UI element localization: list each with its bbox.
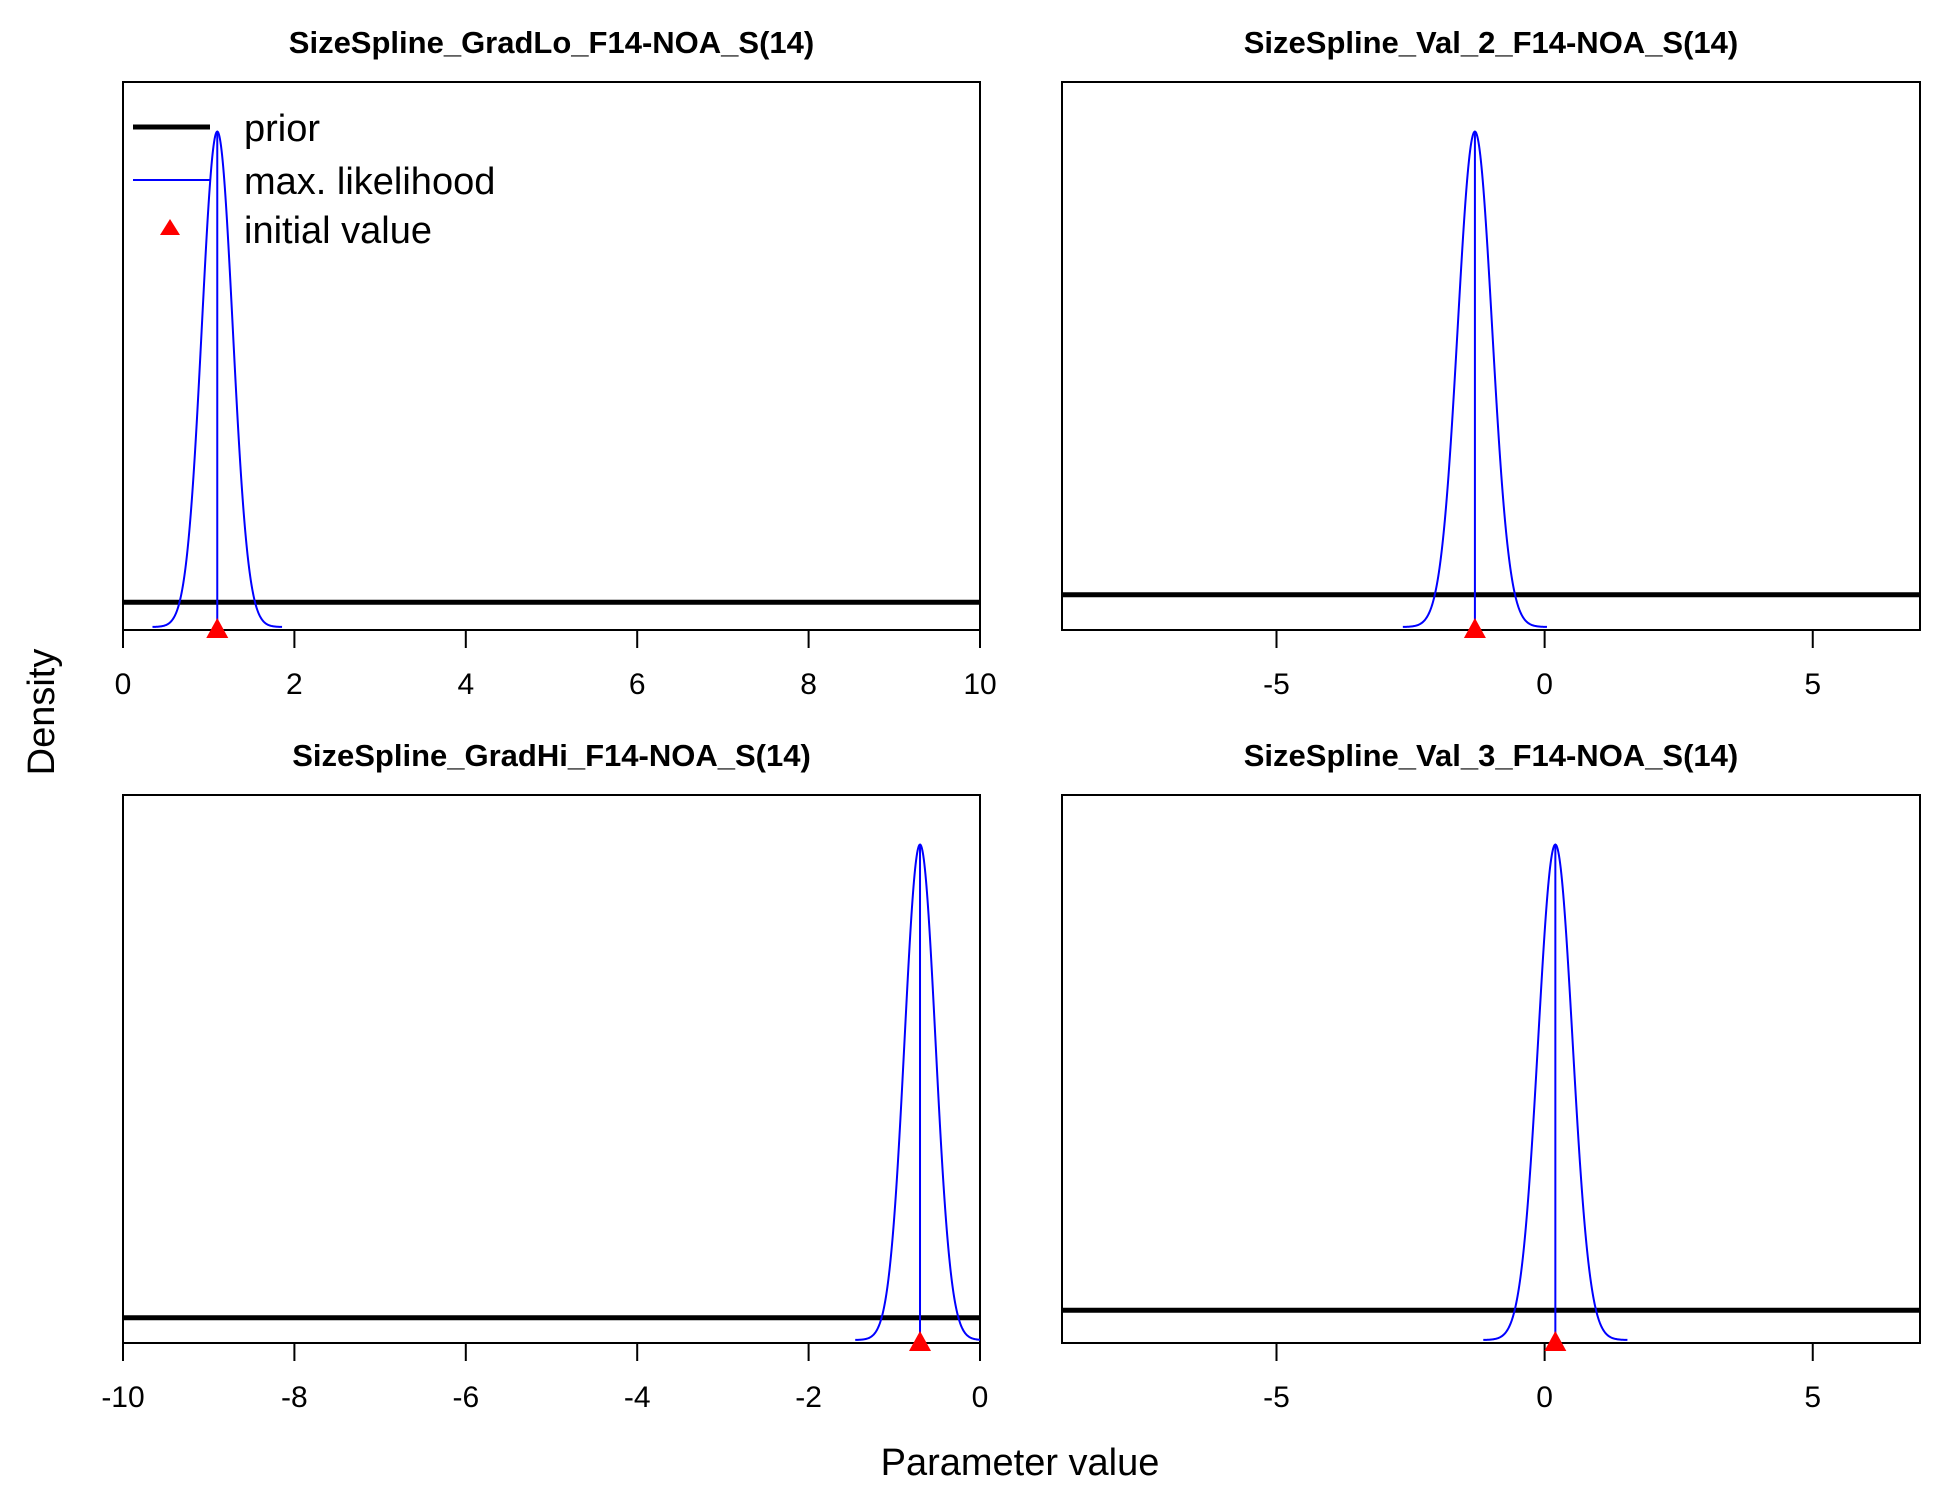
- panel-title: SizeSpline_Val_3_F14-NOA_S(14): [1244, 738, 1739, 773]
- x-tick-label: 0: [1536, 668, 1553, 701]
- x-tick-label: 0: [115, 668, 132, 701]
- plot-frame: [1061, 794, 1921, 1344]
- x-tick-label: 10: [963, 668, 996, 701]
- x-tick-label: 2: [286, 668, 303, 701]
- legend: prior max. likelihood initial value: [133, 108, 495, 252]
- x-tick-label: -10: [101, 1381, 144, 1414]
- x-axis-label: Parameter value: [881, 1442, 1160, 1484]
- panels-group: SizeSpline_GradLo_F14-NOA_S(14)0 2 4 6 8 10Si…: [101, 25, 1921, 1414]
- panel-3: SizeSpline_GradHi_F14-NOA_S(14) -10 -8 -6 -4…: [101, 738, 988, 1414]
- x-tick-label: -5: [1263, 668, 1290, 701]
- x-tick-label: -8: [281, 1381, 308, 1414]
- x-tick-label: 6: [629, 668, 646, 701]
- x-tick-label: -4: [624, 1381, 651, 1414]
- initial-value-marker: [1463, 618, 1486, 638]
- y-axis-label: Density: [21, 649, 63, 776]
- legend-max-likelihood-label: max. likelihood: [244, 161, 495, 203]
- x-tick-label: 0: [972, 1381, 989, 1414]
- x-tick-label: 0: [1536, 1381, 1553, 1414]
- x-tick-label: 4: [457, 668, 474, 701]
- panel-title: SizeSpline_Val_2_F14-NOA_S(14): [1244, 25, 1739, 60]
- panel-4: SizeSpline_Val_3_F14-NOA_S(14) -5 0 5: [1061, 738, 1921, 1414]
- x-tick-label: 5: [1804, 1381, 1821, 1414]
- plot-frame: [122, 794, 981, 1344]
- panel-1: SizeSpline_GradLo_F14-NOA_S(14) 0 2 4 6 8 10: [115, 25, 997, 701]
- max-likelihood-curve: [855, 843, 981, 1341]
- initial-value-marker: [909, 1331, 932, 1351]
- legend-initial-value-triangle-icon: [160, 219, 180, 235]
- initial-value-marker: [1544, 1331, 1567, 1351]
- panel-title: SizeSpline_GradLo_F14-NOA_S(14): [289, 25, 814, 60]
- legend-prior-label: prior: [244, 108, 320, 150]
- x-tick-label: -5: [1263, 1381, 1290, 1414]
- x-tick-label: 5: [1804, 668, 1821, 701]
- initial-value-marker: [206, 618, 229, 638]
- plot-frame: [1061, 81, 1921, 631]
- legend-initial-value-label: initial value: [244, 210, 432, 252]
- panel-2: SizeSpline_Val_2_F14-NOA_S(14) -5 0 5: [1061, 25, 1921, 701]
- panel-title: SizeSpline_GradHi_F14-NOA_S(14): [292, 738, 811, 773]
- x-tick-label: -6: [452, 1381, 479, 1414]
- plot-frame: [122, 81, 981, 631]
- x-tick-label: -2: [795, 1381, 822, 1414]
- x-tick-label: 8: [800, 668, 817, 701]
